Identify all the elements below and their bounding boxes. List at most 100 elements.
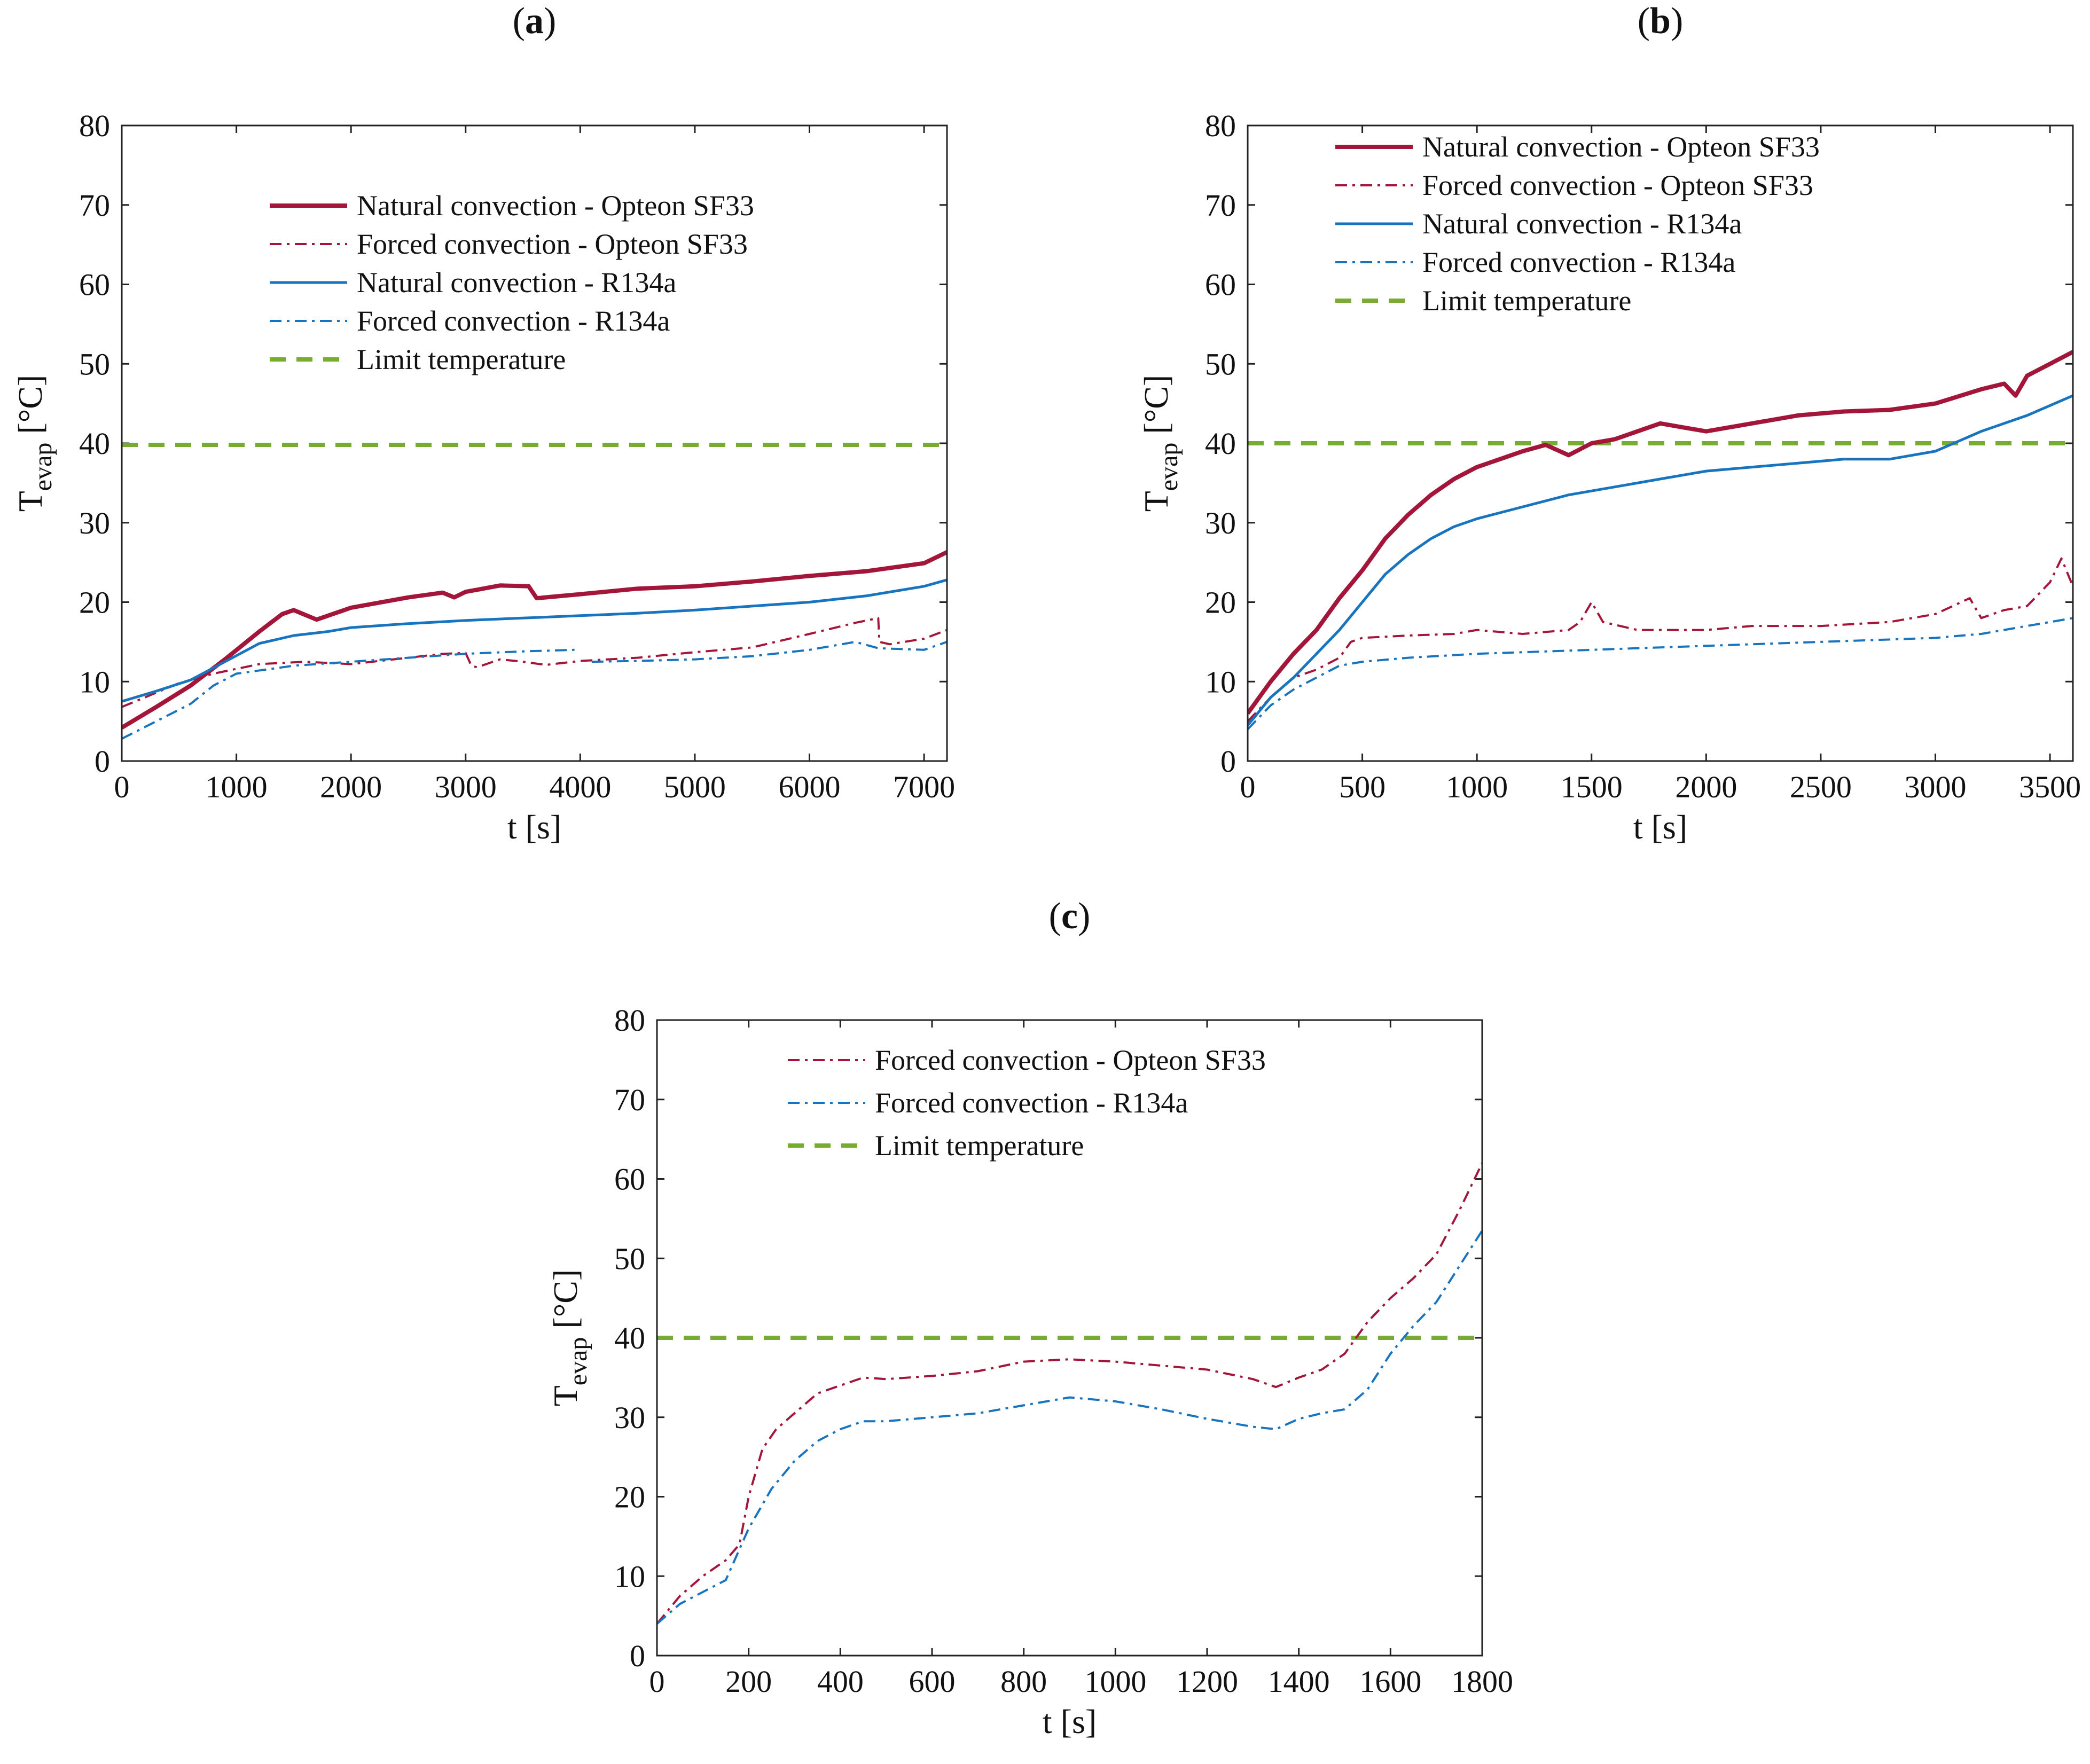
x-tick-label: 500 [1339, 770, 1385, 804]
x-tick-label: 0 [649, 1664, 665, 1699]
panel-c-title: (c) [1049, 896, 1091, 937]
y-tick-label: 40 [79, 426, 110, 461]
legend-entry: Natural convection - R134a [1422, 208, 1742, 240]
x-tick-label: 1000 [1084, 1664, 1146, 1699]
y-axis-label-unit: [°C] [11, 375, 49, 443]
series-line-natural-convection-opteon-sf33 [122, 550, 947, 730]
series-line-natural-convection-r134a [122, 578, 947, 703]
panel-b-plot-area [1248, 350, 2073, 730]
legend-entry: Forced convection - Opteon SF33 [357, 228, 748, 260]
x-tick-label: 3000 [1905, 770, 1967, 804]
x-tick-label: 2000 [1675, 770, 1737, 804]
x-tick-label: 1000 [1446, 770, 1508, 804]
x-tick-label: 6000 [779, 770, 841, 804]
x-tick-label: 1000 [206, 770, 268, 804]
x-tick-label: 0 [1240, 770, 1256, 804]
title-open-paren: ( [513, 1, 525, 42]
y-axis-label-main: T [1137, 491, 1175, 512]
x-tick-label: 4000 [549, 770, 611, 804]
y-tick-label: 70 [614, 1083, 645, 1117]
title-close-paren: ) [544, 1, 556, 42]
y-tick-label: 50 [79, 347, 110, 381]
y-axis-label: Tevap [°C] [11, 375, 57, 512]
panel-c: (c) 0 200 400 600 800 1000 1200 1400 1600 1800 0 10 2… [546, 896, 1513, 1741]
y-axis-label: Tevap [°C] [546, 1269, 592, 1407]
title-letter: b [1650, 1, 1671, 42]
y-tick-label: 80 [1205, 108, 1236, 143]
y-tick-label: 10 [614, 1559, 645, 1594]
x-tick-label: 1800 [1451, 1664, 1513, 1699]
legend-entry: Limit temperature [357, 343, 566, 375]
y-tick-label: 30 [79, 506, 110, 540]
y-tick-label: 80 [79, 108, 110, 143]
y-tick-label: 0 [1220, 744, 1236, 779]
legend-entry: Forced convection - R134a [357, 305, 670, 337]
y-axis-label: Tevap [°C] [1137, 375, 1183, 512]
x-tick-label: 3000 [435, 770, 497, 804]
y-axis-label-sub: evap [1155, 443, 1183, 491]
legend-entry: Natural convection - Opteon SF33 [1422, 131, 1820, 163]
x-tick-label: 1400 [1268, 1664, 1330, 1699]
y-tick-label: 50 [1205, 347, 1236, 381]
y-tick-label: 60 [614, 1162, 645, 1197]
panel-a-legend: Natural convection - Opteon SF33 Forced c… [270, 190, 754, 375]
legend-entry: Natural convection - Opteon SF33 [357, 190, 754, 222]
y-tick-label: 20 [614, 1480, 645, 1515]
y-tick-label: 30 [614, 1400, 645, 1435]
x-axis-label: t [s] [1633, 808, 1687, 846]
legend-entry: Natural convection - R134a [357, 266, 676, 299]
series-line-forced-convection-opteon-sf33 [657, 1162, 1482, 1625]
panel-a-axes-frame [121, 124, 948, 762]
x-tick-label: 5000 [664, 770, 726, 804]
y-tick-label: 40 [1205, 426, 1236, 461]
y-tick-label: 10 [1205, 664, 1236, 699]
y-tick-label: 0 [630, 1638, 645, 1673]
x-tick-label: 600 [909, 1664, 956, 1699]
series-line-natural-convection-r134a [1248, 394, 2073, 726]
y-tick-label: 50 [614, 1241, 645, 1276]
panel-a-plot-area [122, 443, 947, 740]
y-tick-label: 10 [79, 664, 110, 699]
x-tick-label: 0 [114, 770, 130, 804]
y-axis-label-sub: evap [29, 443, 57, 491]
panel-c-legend: Forced convection - Opteon SF33 Forced co… [788, 1044, 1266, 1162]
panel-c-axes-frame [656, 1019, 1483, 1657]
y-tick-label: 0 [95, 744, 110, 779]
y-axis-label-unit: [°C] [1137, 375, 1175, 443]
y-tick-label: 20 [79, 585, 110, 620]
series-line-forced-convection-r134a [1248, 617, 2073, 730]
series-line-forced-convection-r134a [122, 640, 947, 740]
legend-entry: Forced convection - Opteon SF33 [1422, 169, 1813, 201]
title-letter: c [1061, 896, 1078, 937]
title-open-paren: ( [1638, 1, 1650, 42]
panel-b-axes-frame [1247, 124, 2074, 762]
y-tick-label: 60 [79, 268, 110, 302]
x-tick-label: 1200 [1176, 1664, 1238, 1699]
x-tick-label: 200 [725, 1664, 772, 1699]
x-tick-label: 1500 [1561, 770, 1623, 804]
x-axis-label: t [s] [507, 808, 561, 846]
title-close-paren: ) [1078, 896, 1090, 937]
panel-b: (b) 0 500 1000 1500 2000 2500 3000 3500 0 10 20 30 40… [1137, 1, 2081, 846]
x-tick-label: 1600 [1359, 1664, 1421, 1699]
y-tick-label: 70 [79, 188, 110, 223]
panel-b-legend: Natural convection - Opteon SF33 Forced c… [1335, 131, 1820, 317]
legend-entry: Limit temperature [875, 1130, 1084, 1162]
series-line-forced-convection-opteon-sf33 [1248, 557, 2073, 722]
x-tick-label: 400 [817, 1664, 864, 1699]
title-close-paren: ) [1671, 1, 1683, 42]
x-tick-label: 2000 [320, 770, 382, 804]
series-line-forced-convection-r134a [657, 1230, 1482, 1625]
panel-a-title: (a) [513, 1, 557, 42]
y-axis-label-sub: evap [564, 1337, 592, 1386]
x-tick-label: 800 [1000, 1664, 1047, 1699]
y-tick-label: 30 [1205, 506, 1236, 540]
legend-entry: Forced convection - Opteon SF33 [875, 1044, 1266, 1076]
y-axis-label-main: T [546, 1385, 584, 1406]
y-tick-label: 20 [1205, 585, 1236, 620]
y-axis-label-unit: [°C] [546, 1269, 584, 1337]
legend-entry: Forced convection - R134a [1422, 246, 1735, 278]
legend-entry: Limit temperature [1422, 285, 1631, 317]
y-tick-label: 60 [1205, 268, 1236, 302]
